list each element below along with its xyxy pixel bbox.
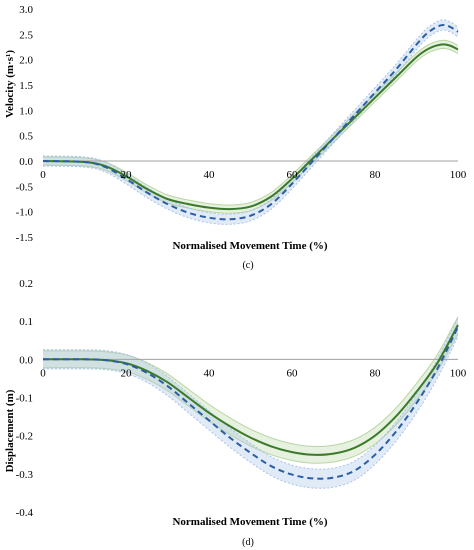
x-tick-label: 80	[370, 169, 382, 181]
y-tick-label: -0.4	[16, 507, 34, 519]
velocity-chart: 3.0 2.5 2.0 1.5 1.0 0.5 0.0 -0.5 -1.0 -1.5 0 20 40 6…	[4, 4, 467, 271]
displacement-x-tick-labels: 0 20 40 60 80 100	[40, 367, 467, 379]
y-tick-label: -0.5	[16, 181, 34, 193]
y-tick-label: 2.0	[19, 55, 33, 67]
series-1-upper-bound	[42, 39, 459, 206]
y-tick-label: -0.1	[16, 393, 33, 405]
displacement-y-tick-labels: 0.2 0.1 0.0 -0.1 -0.2 -0.3 -0.4	[16, 278, 34, 519]
y-tick-label: 2.5	[19, 29, 33, 41]
velocity-x-tick-labels: 0 20 40 60 80 100	[40, 169, 467, 181]
series-2-line	[42, 326, 459, 480]
series-1-line	[42, 43, 459, 211]
x-tick-label: 100	[450, 169, 467, 181]
y-tick-label: 0.0	[19, 354, 33, 366]
x-tick-label: 40	[204, 367, 216, 379]
y-tick-label: -1.5	[16, 232, 34, 244]
series-2-lower-bound	[42, 29, 459, 225]
velocity-x-axis-label: Normalised Movement Time (%)	[172, 240, 327, 252]
x-tick-label: 20	[121, 367, 133, 379]
displacement-series-lines	[42, 324, 459, 480]
series-2-band	[43, 19, 458, 225]
velocity-bands	[42, 19, 459, 225]
series-2-lower-bound	[42, 336, 459, 489]
x-tick-label: 0	[40, 169, 46, 181]
x-tick-label: 60	[287, 367, 299, 379]
displacement-bands	[42, 316, 459, 489]
y-tick-label: 0.0	[19, 156, 33, 168]
velocity-y-axis-label: Velocity (m·s¹)	[4, 50, 16, 118]
velocity-y-tick-labels: 3.0 2.5 2.0 1.5 1.0 0.5 0.0 -0.5 -1.0 -1.5	[16, 4, 34, 244]
x-tick-label: 60	[287, 169, 299, 181]
x-tick-label: 80	[370, 367, 382, 379]
y-tick-label: 1.5	[19, 80, 33, 92]
series-1-band	[43, 316, 458, 464]
y-tick-label: 1.0	[19, 105, 33, 117]
series-1-lower-bound	[42, 47, 459, 214]
x-tick-label: 20	[121, 169, 133, 181]
x-tick-label: 40	[204, 169, 216, 181]
series-2-line	[42, 23, 459, 221]
y-tick-label: 0.2	[19, 278, 33, 290]
x-tick-label: 0	[40, 367, 46, 379]
y-tick-label: 0.5	[19, 131, 33, 143]
y-tick-label: 3.0	[19, 4, 33, 16]
y-tick-label: -1.0	[16, 207, 34, 219]
displacement-chart: 0.2 0.1 0.0 -0.1 -0.2 -0.3 -0.4 0 20 40 60 80 100 D…	[4, 278, 467, 548]
displacement-y-axis-label: Displacement (m)	[4, 389, 16, 472]
displacement-panel-label: (d)	[242, 537, 254, 548]
velocity-panel-label: (c)	[242, 260, 253, 271]
displacement-x-axis-label: Normalised Movement Time (%)	[172, 516, 327, 528]
velocity-series-lines	[42, 23, 459, 221]
series-2-band	[43, 317, 458, 489]
y-tick-label: 0.1	[19, 316, 33, 328]
y-tick-label: -0.2	[16, 431, 33, 443]
series-2-upper-bound	[42, 317, 459, 470]
series-2-upper-bound	[42, 19, 459, 215]
y-tick-label: -0.3	[16, 469, 34, 481]
x-tick-label: 100	[450, 367, 467, 379]
